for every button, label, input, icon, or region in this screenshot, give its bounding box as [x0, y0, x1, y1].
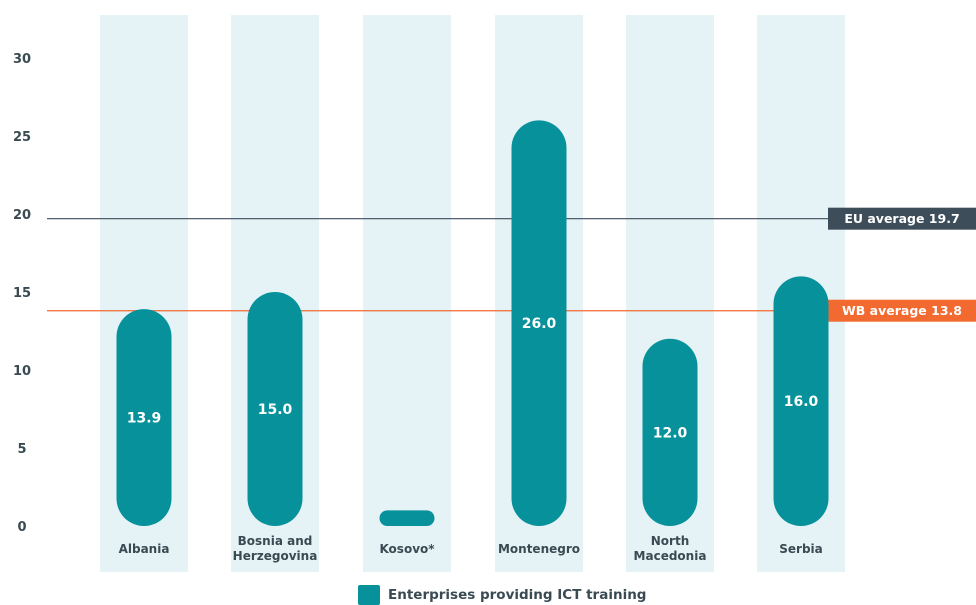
reference-label: WB average 13.8: [842, 303, 962, 318]
y-tick-label: 5: [17, 442, 26, 457]
bars: 13.9 15.0 26.0 12.0 16.0: [116, 120, 829, 527]
bar: [116, 309, 172, 526]
category-label: Bosnia and: [238, 534, 313, 548]
y-tick-label: 15: [13, 286, 31, 301]
bar: [247, 292, 303, 526]
y-tick-label: 20: [13, 208, 31, 223]
category-label: Montenegro: [498, 542, 580, 556]
category-label: Kosovo*: [379, 542, 435, 556]
category-label: Serbia: [779, 542, 823, 556]
category-label: Macedonia: [634, 549, 707, 563]
category-label: North: [651, 534, 689, 548]
bar: [511, 120, 567, 527]
y-tick-label: 10: [13, 364, 31, 379]
y-tick-label: 25: [13, 130, 31, 145]
data-label: 16.0: [784, 394, 819, 410]
legend-swatch: [358, 585, 380, 605]
category-label: Albania: [119, 542, 170, 556]
data-label: 15.0: [258, 402, 293, 418]
bar: [379, 510, 435, 526]
bar: [642, 338, 698, 526]
legend: Enterprises providing ICT training: [358, 585, 646, 605]
reference-label-box: [828, 299, 976, 322]
data-label: 12.0: [653, 425, 688, 441]
y-axis: 0 5 10 15 20 25 30: [13, 52, 31, 535]
reference-label: EU average 19.7: [844, 211, 959, 226]
category-label: Herzegovina: [233, 549, 318, 563]
y-tick-label: 0: [17, 520, 26, 535]
legend-label: Enterprises providing ICT training: [388, 587, 646, 603]
data-label: 13.9: [127, 411, 162, 427]
reference-label-box: [828, 207, 976, 230]
bar: [773, 276, 829, 526]
column-background: [363, 15, 451, 572]
y-tick-label: 30: [13, 52, 31, 67]
column-backgrounds: [100, 15, 845, 572]
reference-lines: EU average 19.7 WB average 13.8: [47, 207, 976, 322]
data-label: 26.0: [522, 316, 557, 332]
